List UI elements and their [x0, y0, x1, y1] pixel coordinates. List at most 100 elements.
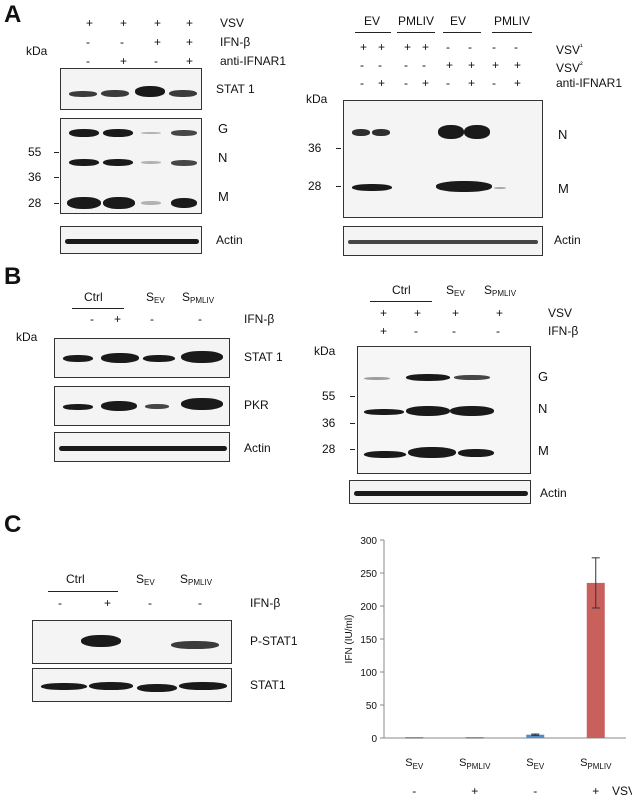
- a-right-mw-28: 28: [308, 179, 322, 193]
- a-right-sign: +: [360, 40, 368, 54]
- c-left-sign: -: [58, 596, 62, 610]
- a-right-actin-blot: [343, 226, 543, 256]
- b-left-stat1-label: STAT 1: [244, 350, 283, 364]
- a-left-row-label: VSV: [220, 16, 245, 30]
- a-left-stat1-blot: [60, 68, 202, 110]
- group-underline: [72, 308, 124, 309]
- y-tick-label: 200: [360, 602, 377, 613]
- y-tick-label: 100: [360, 668, 377, 679]
- b-right-band-n: N: [538, 401, 548, 416]
- b-right-sign: +: [380, 306, 388, 320]
- y-tick-label: 50: [366, 701, 378, 712]
- group-underline: [397, 32, 435, 33]
- a-right-sign: -: [422, 58, 426, 72]
- group-underline: [355, 32, 391, 33]
- c-left-row-label: IFN-β: [250, 596, 281, 610]
- c-left-pstat1-label: P-STAT1: [250, 634, 298, 648]
- c-left-group-sev: SEV: [136, 572, 155, 587]
- x-tick-label: SEV: [526, 757, 545, 771]
- bar-0: [405, 737, 424, 739]
- a-right-sign: -: [514, 40, 518, 54]
- a-left-band-n: N: [218, 150, 228, 165]
- bar-2: [526, 734, 545, 738]
- c-left-pstat1-blot: [32, 620, 232, 664]
- b-right-row-label: IFN-β: [548, 324, 579, 338]
- b-left-pkr-label: PKR: [244, 398, 269, 412]
- mw-tick: [350, 396, 355, 397]
- a-right-sign: -: [360, 58, 364, 72]
- a-left-kda: kDa: [26, 44, 48, 58]
- a-right-sign: +: [404, 40, 412, 54]
- bar-3: [586, 582, 605, 738]
- a-right-band-m: M: [558, 181, 569, 196]
- a-left-row-label: IFN-β: [220, 35, 251, 49]
- mw-tick: [54, 152, 59, 153]
- b-right-sign: +: [414, 306, 422, 320]
- group-underline: [443, 32, 481, 33]
- a-left-sign: +: [86, 16, 94, 30]
- a-left-sign: +: [154, 16, 162, 30]
- a-left-sign: +: [120, 16, 128, 30]
- a-left-band-g: G: [218, 121, 229, 136]
- a-right-sign: -: [404, 58, 408, 72]
- c-left-group-ctrl: Ctrl: [66, 572, 85, 586]
- a-right-sign: +: [422, 76, 430, 90]
- a-right-vsv-blot: [343, 100, 543, 218]
- b-right-mw-55: 55: [322, 389, 336, 403]
- group-underline: [492, 32, 532, 33]
- a-left-stat1-label: STAT 1: [216, 82, 255, 96]
- y-tick-label: 300: [360, 536, 377, 547]
- b-right-group-ctrl: Ctrl: [392, 283, 411, 297]
- a-right-group-pmliv1: PMLIV: [398, 14, 435, 28]
- b-left-sign: -: [90, 312, 94, 326]
- a-right-sign: -: [378, 58, 382, 72]
- b-right-vsv-blot: [357, 346, 531, 474]
- b-right-sign: -: [414, 324, 418, 338]
- b-left-actin-blot: [54, 432, 230, 462]
- y-axis-label: IFN (IU/ml): [344, 615, 355, 664]
- vsv-sign: +: [471, 784, 478, 798]
- a-right-sign: +: [492, 58, 500, 72]
- vsv-sign: -: [412, 784, 416, 798]
- mw-tick: [336, 186, 341, 187]
- a-right-group-pmliv2: PMLIV: [494, 14, 531, 28]
- b-left-sign: -: [198, 312, 202, 326]
- x-tick-label: SPMLIV: [459, 757, 491, 771]
- ifn-bar-chart: 0 50 100 150 200 250 300 IFN (IU/ml) SEV - SPMLIV +…: [344, 536, 632, 798]
- a-right-group-ev2: EV: [450, 14, 467, 28]
- a-left-band-m: M: [218, 189, 229, 204]
- a-right-row-label: VSV¹: [556, 42, 583, 57]
- a-left-sign: -: [154, 54, 158, 68]
- y-tick-label: 0: [371, 734, 377, 745]
- a-right-sign: +: [468, 76, 476, 90]
- a-right-actin-label: Actin: [554, 233, 581, 247]
- a-right-sign: +: [468, 58, 476, 72]
- vsv-sign: -: [533, 784, 537, 798]
- b-left-sign: -: [150, 312, 154, 326]
- mw-tick: [350, 423, 355, 424]
- vsv-sign: +: [592, 784, 599, 798]
- b-right-sign: +: [380, 324, 388, 338]
- a-right-row-label: VSV²: [556, 60, 583, 75]
- a-right-kda: kDa: [306, 92, 328, 106]
- a-left-sign: -: [120, 35, 124, 49]
- b-right-mw-28: 28: [322, 442, 336, 456]
- a-right-sign: +: [378, 76, 386, 90]
- a-right-sign: -: [404, 76, 408, 90]
- a-right-sign: +: [422, 40, 430, 54]
- b-left-kda: kDa: [16, 330, 38, 344]
- a-left-sign: +: [186, 54, 194, 68]
- b-right-sign: +: [496, 306, 504, 320]
- a-left-sign: +: [120, 54, 128, 68]
- a-right-sign: +: [446, 58, 454, 72]
- a-left-mw-28: 28: [28, 196, 42, 210]
- a-right-sign: -: [468, 40, 472, 54]
- b-right-band-m: M: [538, 443, 549, 458]
- group-underline: [48, 591, 118, 592]
- b-left-stat1-blot: [54, 338, 230, 378]
- b-right-group-spml: SPMLIV: [484, 283, 517, 298]
- a-right-sign: -: [492, 76, 496, 90]
- a-left-sign: +: [186, 16, 194, 30]
- a-right-row-label: anti-IFNAR1: [556, 76, 623, 90]
